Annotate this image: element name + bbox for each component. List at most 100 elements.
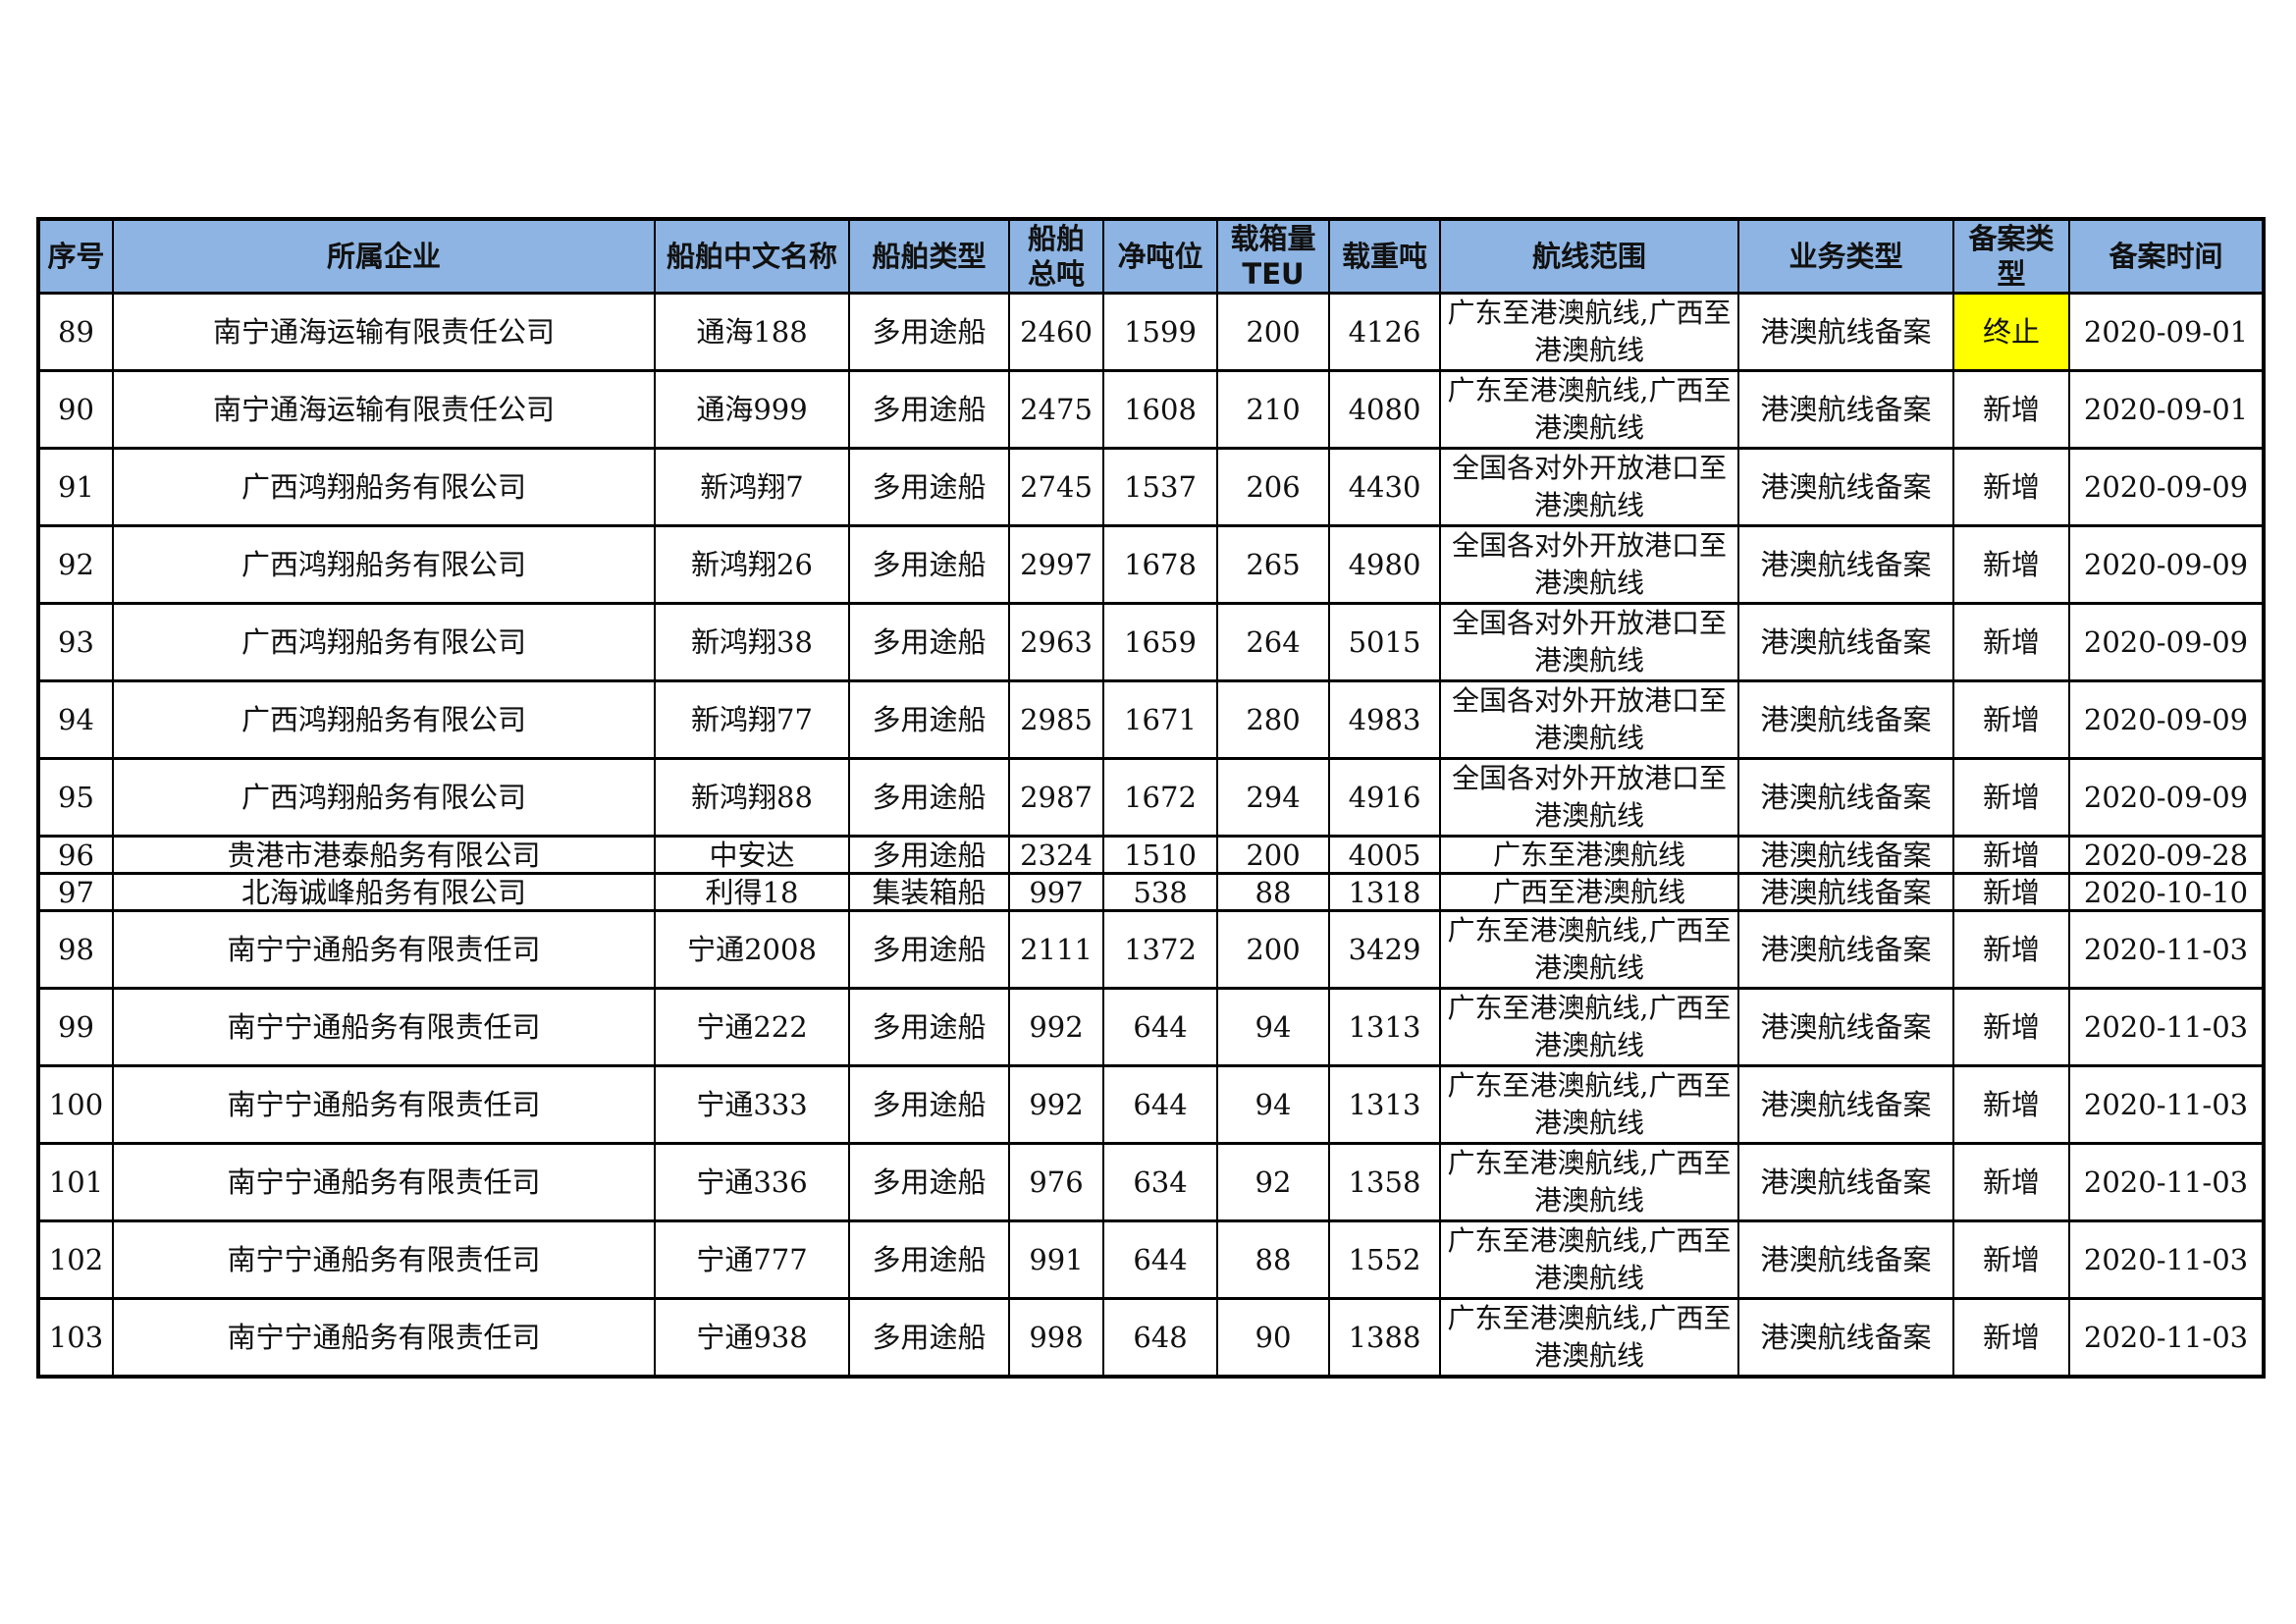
cell-no: 103	[37, 1297, 114, 1379]
header-filing-type: 备案类型	[1952, 217, 2070, 295]
cell-business: 港澳航线备案	[1737, 369, 1954, 450]
table-row: 93 广西鸿翔船务有限公司 新鸿翔38 多用途船 2963 1659 264 5015 全国各对…	[37, 602, 2265, 682]
cell-ship: 新鸿翔7	[654, 447, 850, 527]
cell-gross: 992	[1008, 987, 1104, 1067]
cell-dwt: 4080	[1328, 369, 1441, 450]
cell-filing: 新增	[1952, 757, 2070, 838]
cell-company: 北海诚峰船务有限公司	[112, 872, 656, 912]
cell-net: 634	[1102, 1142, 1218, 1222]
cell-gross: 2985	[1008, 679, 1104, 760]
cell-type: 多用途船	[848, 602, 1010, 682]
table-row: 96 贵港市港泰船务有限公司 中安达 多用途船 2324 1510 200 4005 广东至港澳…	[37, 835, 2265, 875]
cell-ship: 通海188	[654, 292, 850, 372]
cell-type: 多用途船	[848, 1064, 1010, 1145]
header-line: 载箱量	[1230, 222, 1316, 255]
cell-company: 南宁通海运输有限责任公司	[112, 369, 656, 450]
table-row: 102 南宁宁通船务有限责任司 宁通777 多用途船 991 644 88 1552 广东至港澳…	[37, 1219, 2265, 1300]
table-row: 89 南宁通海运输有限责任公司 通海188 多用途船 2460 1599 200 4126 广东…	[37, 292, 2265, 372]
cell-route: 广东至港澳航线,广西至港澳航线	[1439, 909, 1739, 990]
table-row: 91 广西鸿翔船务有限公司 新鸿翔7 多用途船 2745 1537 206 4430 全国各对外…	[37, 447, 2265, 527]
cell-company: 南宁宁通船务有限责任司	[112, 1142, 656, 1222]
cell-date: 2020-09-09	[2068, 524, 2265, 605]
cell-route: 广东至港澳航线,广西至港澳航线	[1439, 1219, 1739, 1300]
cell-company: 广西鸿翔船务有限公司	[112, 679, 656, 760]
cell-type: 多用途船	[848, 757, 1010, 838]
cell-date: 2020-09-09	[2068, 679, 2265, 760]
table-row: 94 广西鸿翔船务有限公司 新鸿翔77 多用途船 2985 1671 280 4983 全国各对…	[37, 679, 2265, 760]
cell-ship: 宁通333	[654, 1064, 850, 1145]
cell-no: 92	[37, 524, 114, 605]
cell-filing: 终止	[1952, 292, 2070, 372]
cell-filing: 新增	[1952, 835, 2070, 875]
cell-date: 2020-11-03	[2068, 1142, 2265, 1222]
cell-ship: 新鸿翔26	[654, 524, 850, 605]
cell-route: 广东至港澳航线,广西至港澳航线	[1439, 1064, 1739, 1145]
cell-company: 南宁宁通船务有限责任司	[112, 987, 656, 1067]
cell-teu: 200	[1216, 292, 1330, 372]
cell-gross: 2963	[1008, 602, 1104, 682]
cell-business: 港澳航线备案	[1737, 757, 1954, 838]
cell-date: 2020-11-03	[2068, 1297, 2265, 1379]
cell-company: 南宁宁通船务有限责任司	[112, 1297, 656, 1379]
cell-net: 1510	[1102, 835, 1218, 875]
cell-no: 89	[37, 292, 114, 372]
cell-teu: 280	[1216, 679, 1330, 760]
cell-gross: 991	[1008, 1219, 1104, 1300]
cell-net: 1599	[1102, 292, 1218, 372]
cell-ship: 宁通2008	[654, 909, 850, 990]
cell-no: 99	[37, 987, 114, 1067]
cell-company: 广西鸿翔船务有限公司	[112, 602, 656, 682]
cell-business: 港澳航线备案	[1737, 602, 1954, 682]
header-company: 所属企业	[112, 217, 656, 295]
header-net-tonnage: 净吨位	[1102, 217, 1218, 295]
cell-route: 广东至港澳航线,广西至港澳航线	[1439, 1142, 1739, 1222]
cell-route: 广西至港澳航线	[1439, 872, 1739, 912]
header-dwt: 载重吨	[1328, 217, 1441, 295]
cell-filing: 新增	[1952, 872, 2070, 912]
cell-date: 2020-10-10	[2068, 872, 2265, 912]
cell-gross: 2460	[1008, 292, 1104, 372]
cell-ship: 通海999	[654, 369, 850, 450]
cell-ship: 宁通222	[654, 987, 850, 1067]
cell-no: 101	[37, 1142, 114, 1222]
cell-date: 2020-09-09	[2068, 447, 2265, 527]
cell-route: 广东至港澳航线,广西至港澳航线	[1439, 292, 1739, 372]
cell-no: 96	[37, 835, 114, 875]
header-gross-tonnage: 船舶总吨	[1008, 217, 1104, 295]
table-row: 100 南宁宁通船务有限责任司 宁通333 多用途船 992 644 94 1313 广东至港澳…	[37, 1064, 2265, 1145]
cell-route: 全国各对外开放港口至港澳航线	[1439, 447, 1739, 527]
cell-dwt: 4126	[1328, 292, 1441, 372]
header-no: 序号	[37, 217, 114, 295]
cell-teu: 294	[1216, 757, 1330, 838]
cell-type: 多用途船	[848, 524, 1010, 605]
cell-filing: 新增	[1952, 369, 2070, 450]
header-route: 航线范围	[1439, 217, 1739, 295]
cell-date: 2020-11-03	[2068, 1064, 2265, 1145]
cell-dwt: 4916	[1328, 757, 1441, 838]
cell-company: 广西鸿翔船务有限公司	[112, 447, 656, 527]
cell-filing: 新增	[1952, 447, 2070, 527]
header-ship-name: 船舶中文名称	[654, 217, 850, 295]
cell-company: 广西鸿翔船务有限公司	[112, 757, 656, 838]
cell-dwt: 4980	[1328, 524, 1441, 605]
cell-no: 95	[37, 757, 114, 838]
cell-dwt: 4430	[1328, 447, 1441, 527]
cell-ship: 宁通777	[654, 1219, 850, 1300]
cell-business: 港澳航线备案	[1737, 1297, 1954, 1379]
cell-net: 538	[1102, 872, 1218, 912]
cell-dwt: 1318	[1328, 872, 1441, 912]
cell-ship: 新鸿翔38	[654, 602, 850, 682]
table-row: 103 南宁宁通船务有限责任司 宁通938 多用途船 998 648 90 1388 广东至港澳…	[37, 1297, 2265, 1379]
cell-dwt: 3429	[1328, 909, 1441, 990]
cell-business: 港澳航线备案	[1737, 872, 1954, 912]
cell-gross: 976	[1008, 1142, 1104, 1222]
header-filing-date: 备案时间	[2068, 217, 2265, 295]
cell-gross: 998	[1008, 1297, 1104, 1379]
cell-no: 91	[37, 447, 114, 527]
cell-filing: 新增	[1952, 602, 2070, 682]
cell-filing: 新增	[1952, 1064, 2070, 1145]
cell-filing: 新增	[1952, 1142, 2070, 1222]
cell-filing: 新增	[1952, 524, 2070, 605]
cell-dwt: 4983	[1328, 679, 1441, 760]
table-row: 97 北海诚峰船务有限公司 利得18 集装箱船 997 538 88 1318 广西至港澳航线港…	[37, 872, 2265, 912]
